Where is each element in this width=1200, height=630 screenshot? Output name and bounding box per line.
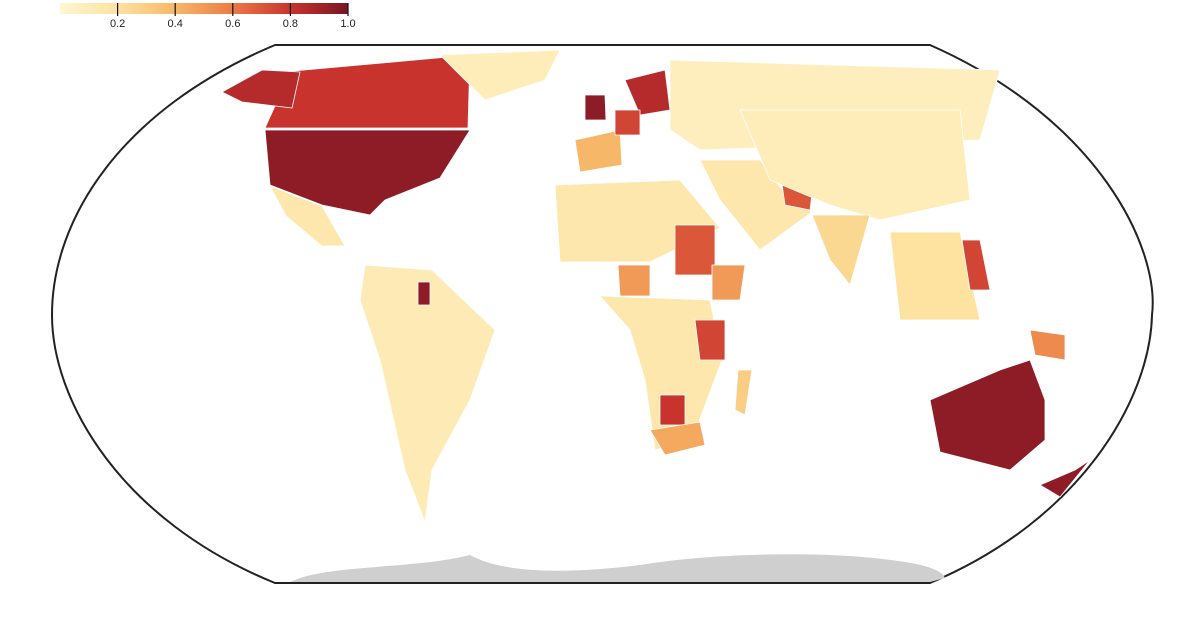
- color-bar: [60, 3, 348, 14]
- legend-tick-label: 0.4: [168, 18, 183, 30]
- country: [659, 394, 686, 426]
- country: [221, 69, 301, 109]
- country: [574, 129, 623, 173]
- country: [264, 129, 471, 216]
- countries: [221, 49, 1091, 523]
- legend-tick-label: 0.2: [110, 18, 125, 30]
- country: [1029, 329, 1066, 361]
- country: [269, 185, 346, 247]
- country: [359, 264, 496, 523]
- antarctica: [290, 554, 945, 582]
- country: [649, 421, 706, 456]
- country: [734, 369, 753, 416]
- country: [699, 159, 813, 251]
- legend-tick-label: 1.0: [340, 18, 355, 30]
- country: [889, 231, 981, 321]
- country: [694, 319, 726, 361]
- color-legend: 0.2 0.4 0.6 0.8 1.0: [60, 3, 356, 30]
- country: [711, 264, 746, 301]
- country: [614, 109, 641, 136]
- country: [439, 49, 561, 101]
- country: [961, 239, 991, 291]
- country: [811, 214, 871, 286]
- country: [617, 264, 651, 297]
- country: [417, 281, 431, 306]
- country: [674, 224, 716, 276]
- map-frame: [50, 44, 1154, 584]
- country: [739, 109, 971, 221]
- country: [1039, 459, 1091, 498]
- legend-tick-label: 0.6: [225, 18, 240, 30]
- country: [584, 94, 607, 121]
- country: [929, 359, 1046, 471]
- legend-tick-label: 0.8: [283, 18, 298, 30]
